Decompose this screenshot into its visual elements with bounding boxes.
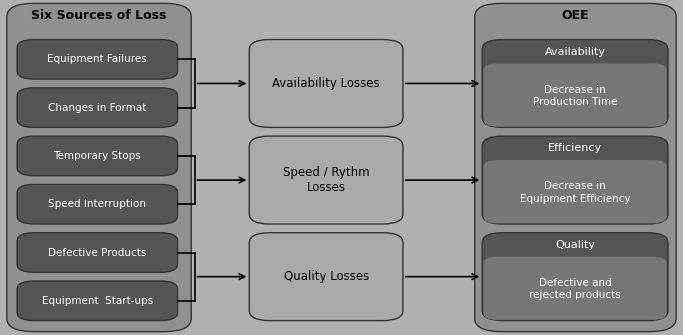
FancyBboxPatch shape <box>482 233 668 321</box>
Text: Temporary Stops: Temporary Stops <box>53 151 141 161</box>
FancyBboxPatch shape <box>484 160 667 223</box>
Text: Decrease in
Equipment Efficiency: Decrease in Equipment Efficiency <box>520 181 630 204</box>
Text: Availability Losses: Availability Losses <box>273 77 380 90</box>
Text: Six Sources of Loss: Six Sources of Loss <box>31 9 167 21</box>
FancyBboxPatch shape <box>475 3 676 332</box>
Text: Speed / Rythm
Losses: Speed / Rythm Losses <box>283 166 370 194</box>
Text: Changes in Format: Changes in Format <box>48 103 147 113</box>
Text: Equipment Failures: Equipment Failures <box>47 54 148 64</box>
Text: OEE: OEE <box>561 9 589 21</box>
FancyBboxPatch shape <box>482 136 668 224</box>
FancyBboxPatch shape <box>249 40 403 127</box>
FancyBboxPatch shape <box>484 63 667 127</box>
FancyBboxPatch shape <box>7 3 191 332</box>
FancyBboxPatch shape <box>482 40 668 127</box>
FancyBboxPatch shape <box>17 184 178 224</box>
Text: Quality Losses: Quality Losses <box>283 270 369 283</box>
FancyBboxPatch shape <box>249 136 403 224</box>
Text: Equipment  Start-ups: Equipment Start-ups <box>42 296 153 306</box>
Text: Efficiency: Efficiency <box>548 143 602 153</box>
Text: Defective and
rejected products: Defective and rejected products <box>529 278 621 300</box>
Text: Availability: Availability <box>544 47 606 57</box>
FancyBboxPatch shape <box>17 40 178 79</box>
Text: Quality: Quality <box>555 240 595 250</box>
FancyBboxPatch shape <box>17 88 178 127</box>
FancyBboxPatch shape <box>17 281 178 321</box>
FancyBboxPatch shape <box>484 257 667 320</box>
FancyBboxPatch shape <box>17 136 178 176</box>
Text: Speed Interruption: Speed Interruption <box>48 199 146 209</box>
Text: Decrease in
Production Time: Decrease in Production Time <box>533 84 617 107</box>
FancyBboxPatch shape <box>17 233 178 272</box>
Text: Defective Products: Defective Products <box>48 248 147 258</box>
FancyBboxPatch shape <box>249 233 403 321</box>
